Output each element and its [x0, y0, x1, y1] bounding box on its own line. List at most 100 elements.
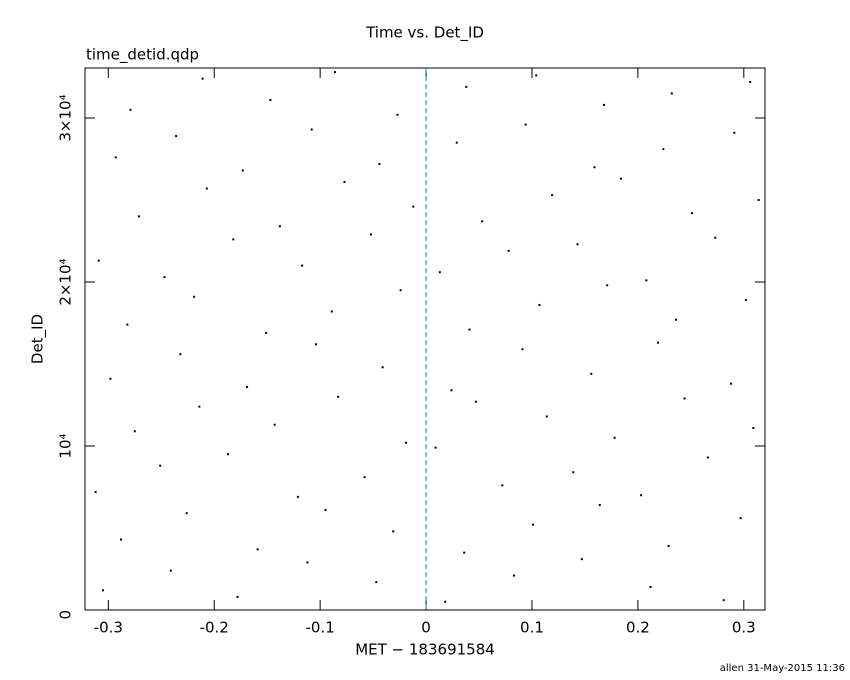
point — [296, 495, 299, 498]
point — [438, 271, 441, 274]
point — [301, 264, 304, 267]
chart-subtitle: time_detid.qdp — [86, 46, 199, 65]
point — [545, 415, 548, 418]
point — [649, 586, 652, 589]
point — [396, 113, 399, 116]
point — [343, 180, 346, 183]
point — [205, 187, 208, 190]
x-tick-label: -0.1 — [305, 619, 334, 637]
point — [690, 212, 693, 215]
point — [246, 385, 249, 388]
point — [524, 123, 527, 126]
x-tick-label: 0 — [421, 619, 431, 637]
y-tick-label: 0 — [57, 610, 75, 620]
point — [580, 558, 583, 561]
point — [521, 348, 524, 351]
x-tick-label: 0.3 — [732, 619, 756, 637]
point — [749, 80, 752, 83]
x-axis-label: MET − 183691584 — [355, 641, 495, 659]
point — [109, 377, 112, 380]
point — [175, 135, 178, 138]
point — [378, 162, 381, 165]
point — [273, 423, 276, 426]
point — [306, 561, 309, 564]
point — [590, 372, 593, 375]
point — [706, 456, 709, 459]
point — [330, 310, 333, 313]
point — [714, 236, 717, 239]
point — [265, 331, 268, 334]
point — [185, 512, 188, 515]
point — [606, 284, 609, 287]
point — [532, 523, 535, 526]
x-tick-label: 0.2 — [626, 619, 650, 637]
point — [310, 128, 313, 131]
point — [598, 504, 601, 507]
point — [613, 436, 616, 439]
point — [226, 453, 229, 456]
point — [381, 366, 384, 369]
point — [126, 323, 129, 326]
point — [662, 148, 665, 151]
point — [507, 249, 510, 252]
point — [481, 220, 484, 223]
point — [450, 389, 453, 392]
point — [535, 74, 538, 77]
point — [512, 574, 515, 577]
point — [404, 441, 407, 444]
point — [201, 77, 204, 80]
point — [670, 92, 673, 95]
point — [193, 295, 196, 298]
point — [369, 233, 372, 236]
x-tick-label: -0.3 — [94, 619, 123, 637]
x-tick-label: -0.2 — [200, 619, 229, 637]
point — [232, 238, 235, 241]
point — [179, 353, 182, 356]
point — [667, 545, 670, 548]
point — [640, 494, 643, 497]
point — [463, 551, 466, 554]
point — [159, 464, 162, 467]
y-tick-label: 10⁴ — [57, 433, 75, 458]
point — [163, 276, 166, 279]
point — [102, 589, 105, 592]
point — [444, 600, 447, 603]
point — [363, 476, 366, 479]
point — [434, 446, 437, 449]
point — [619, 177, 622, 180]
footer: allen 31-May-2015 11:36 — [720, 663, 845, 674]
point — [169, 569, 172, 572]
point — [593, 166, 596, 169]
y-axis-label: Det_ID — [29, 314, 48, 364]
point — [683, 397, 686, 400]
point — [645, 279, 648, 282]
point — [739, 517, 742, 520]
point — [269, 98, 272, 101]
point — [256, 548, 259, 551]
point — [576, 243, 579, 246]
point — [501, 484, 504, 487]
point — [337, 395, 340, 398]
point — [120, 538, 123, 541]
point — [733, 131, 736, 134]
point — [392, 530, 395, 533]
point — [468, 328, 471, 331]
point — [572, 471, 575, 474]
point — [375, 581, 378, 584]
point — [138, 215, 141, 218]
point — [129, 108, 132, 111]
chart-title: Time vs. Det_ID — [365, 24, 484, 43]
point — [455, 141, 458, 144]
point — [114, 156, 117, 159]
point — [657, 341, 660, 344]
point — [730, 382, 733, 385]
point — [314, 343, 317, 346]
point — [94, 490, 97, 493]
y-tick-label: 2×10⁴ — [57, 258, 75, 305]
point — [333, 71, 336, 74]
point — [474, 400, 477, 403]
point — [603, 103, 606, 106]
point — [757, 199, 760, 202]
